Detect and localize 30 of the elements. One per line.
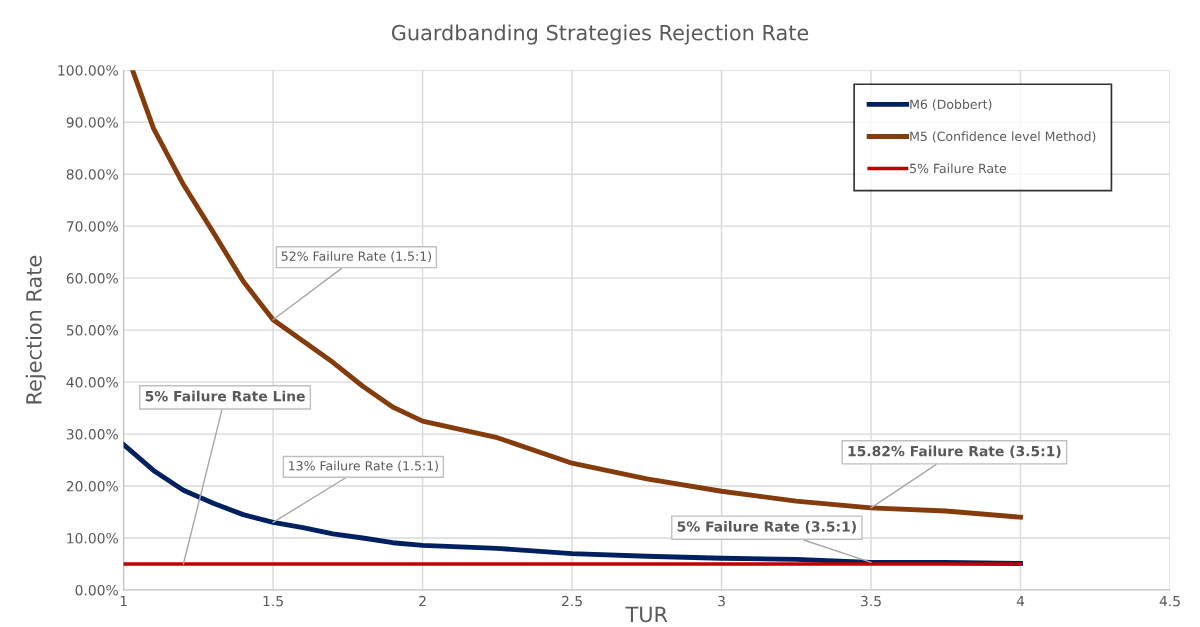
x-tick-label: 1.5 — [263, 595, 283, 607]
x-tick-label: 2.5 — [562, 595, 582, 607]
y-tick-label: 100.00% — [58, 65, 118, 76]
y-tick-label: 60.00% — [66, 273, 118, 284]
x-tick-label: 3.5 — [861, 595, 881, 607]
annotation: 15.82% Failure Rate (3.5:1) — [848, 445, 1061, 458]
y-tick-label: 90.00% — [66, 117, 118, 128]
x-tick-label: 2 — [419, 595, 426, 607]
y-tick-label: 20.00% — [66, 481, 118, 492]
y-axis-title: Rejection Rate — [25, 255, 46, 404]
legend-label: M6 (Dobbert) — [910, 99, 992, 111]
x-tick-label: 4.5 — [1159, 595, 1180, 607]
x-tick-label: 3 — [718, 595, 725, 607]
x-tick-label: 1 — [120, 595, 127, 607]
chart-title: Guardbanding Strategies Rejection Rate — [391, 24, 809, 45]
y-tick-label: 50.00% — [66, 325, 118, 336]
y-tick-label: 80.00% — [66, 169, 118, 180]
legend-label: 5% Failure Rate — [910, 163, 1007, 174]
y-tick-label: 10.00% — [67, 533, 118, 544]
y-tick-label: 70.00% — [66, 221, 118, 232]
annotation: 52% Failure Rate (1.5:1) — [281, 251, 431, 263]
annotation: 13% Failure Rate (1.5:1) — [289, 460, 438, 472]
annotation: 5% Failure Rate Line — [145, 390, 305, 402]
y-tick-label: 40.00% — [66, 377, 118, 388]
y-tick-label: 0.00% — [75, 584, 118, 596]
legend-label: M5 (Confidence level Method) — [910, 131, 1096, 143]
annotation: 5% Failure Rate (3.5:1) — [677, 521, 856, 534]
y-tick-label: 30.00% — [66, 429, 118, 440]
x-axis-title: TUR — [625, 606, 668, 623]
x-tick-label: 4 — [1016, 595, 1025, 607]
